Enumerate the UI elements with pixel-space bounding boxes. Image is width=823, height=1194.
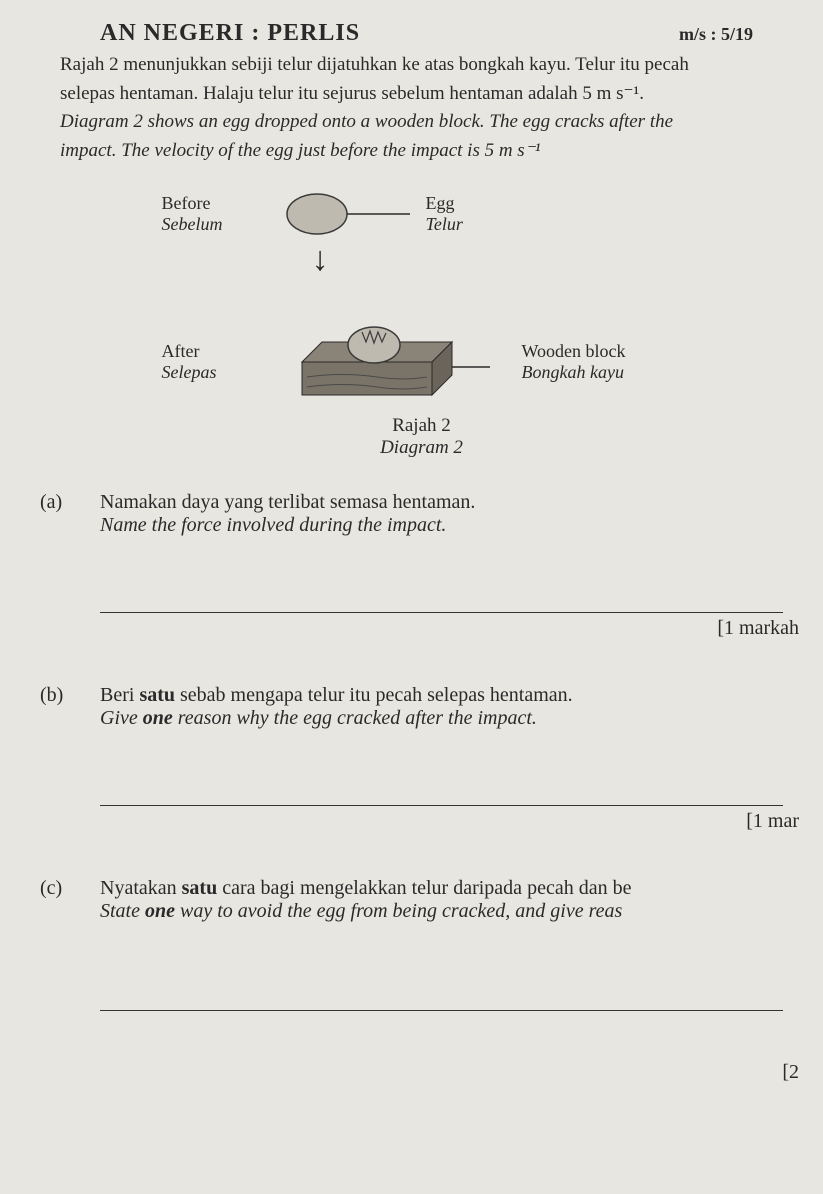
- answer-line: [100, 971, 783, 1011]
- after-label: After Selepas: [162, 341, 282, 383]
- diagram-2: Before Sebelum Egg Telur ↓ After Selepas: [162, 189, 682, 459]
- intro-bm-1: Rajah 2 menunjukkan sebiji telur dijatuh…: [60, 54, 689, 75]
- after-bm: After: [162, 341, 264, 362]
- caption-en: Diagram 2: [162, 437, 682, 459]
- page-number: m/s : 5/19: [679, 24, 753, 45]
- q-b-bm-bold: satu: [139, 684, 175, 706]
- question-b: (b) Beri satu sebab mengapa telur itu pe…: [40, 684, 803, 833]
- q-a-body: Namakan daya yang terlibat semasa hentam…: [100, 491, 793, 640]
- q-b-bm-pre: Beri: [100, 684, 139, 706]
- q-b-label: (b): [40, 684, 100, 833]
- caption-bm: Rajah 2: [392, 415, 451, 436]
- diagram-before-row: Before Sebelum Egg Telur: [162, 189, 682, 239]
- intro-en-1: Diagram 2 shows an egg dropped onto a wo…: [60, 111, 673, 132]
- q-c-bm-bold: satu: [182, 877, 218, 899]
- q-c-bm-pre: Nyatakan: [100, 877, 182, 899]
- q-b-en: Give one reason why the egg cracked afte…: [100, 707, 793, 730]
- block-bm: Wooden block: [522, 341, 626, 361]
- before-label: Before Sebelum: [162, 193, 282, 235]
- q-b-bm: Beri satu sebab mengapa telur itu pecah …: [100, 684, 793, 707]
- q-c-en-post: way to avoid the egg from being cracked,…: [175, 900, 622, 922]
- q-c-body: Nyatakan satu cara bagi mengelakkan telu…: [100, 877, 793, 1084]
- block-label: Wooden block Bongkah kayu: [522, 341, 626, 383]
- q-a-label: (a): [40, 491, 100, 640]
- diagram-after-row: After Selepas Wooden block Bongkah kayu: [162, 317, 682, 407]
- intro-bm-2: selepas hentaman. Halaju telur itu sejur…: [60, 83, 644, 104]
- header-title: AN NEGERI : PERLIS: [100, 20, 360, 47]
- wooden-block-icon: [282, 317, 492, 407]
- q-b-marks: [1 mar: [100, 810, 799, 833]
- egg-bm: Egg: [426, 193, 455, 213]
- egg-label: Egg Telur: [426, 193, 463, 235]
- answer-line: [100, 766, 783, 806]
- question-intro: Rajah 2 menunjukkan sebiji telur dijatuh…: [60, 51, 783, 165]
- q-c-bm-post: cara bagi mengelakkan telur daripada pec…: [217, 877, 631, 899]
- q-b-en-bold: one: [143, 707, 173, 729]
- q-c-label: (c): [40, 877, 100, 1084]
- answer-line: [100, 573, 783, 613]
- q-c-marks: [2: [100, 1061, 799, 1084]
- before-en: Sebelum: [162, 214, 264, 235]
- question-c: (c) Nyatakan satu cara bagi mengelakkan …: [40, 877, 803, 1084]
- q-a-marks: [1 markah: [100, 617, 799, 640]
- q-a-bm: Namakan daya yang terlibat semasa hentam…: [100, 491, 793, 514]
- state-name: PERLIS: [267, 20, 360, 46]
- page-header: AN NEGERI : PERLIS m/s : 5/19: [40, 20, 803, 47]
- q-a-en: Name the force involved during the impac…: [100, 514, 793, 537]
- arrow-down-icon: ↓: [312, 243, 682, 277]
- q-c-bm: Nyatakan satu cara bagi mengelakkan telu…: [100, 877, 793, 900]
- q-c-en-pre: State: [100, 900, 145, 922]
- q-b-en-pre: Give: [100, 707, 143, 729]
- diagram-caption: Rajah 2 Diagram 2: [162, 415, 682, 459]
- title-prefix: AN NEGERI :: [100, 20, 267, 46]
- exam-page: AN NEGERI : PERLIS m/s : 5/19 Rajah 2 me…: [0, 20, 823, 1084]
- question-a: (a) Namakan daya yang terlibat semasa he…: [40, 491, 803, 640]
- egg-en: Telur: [426, 214, 463, 235]
- q-c-en-bold: one: [145, 900, 175, 922]
- q-b-bm-post: sebab mengapa telur itu pecah selepas he…: [175, 684, 573, 706]
- q-b-body: Beri satu sebab mengapa telur itu pecah …: [100, 684, 793, 833]
- after-en: Selepas: [162, 362, 264, 383]
- intro-en-2: impact. The velocity of the egg just bef…: [60, 140, 540, 161]
- egg-icon: [282, 189, 412, 239]
- q-b-en-post: reason why the egg cracked after the imp…: [173, 707, 537, 729]
- q-c-en: State one way to avoid the egg from bein…: [100, 900, 793, 923]
- block-en: Bongkah kayu: [522, 362, 626, 383]
- before-bm: Before: [162, 193, 264, 214]
